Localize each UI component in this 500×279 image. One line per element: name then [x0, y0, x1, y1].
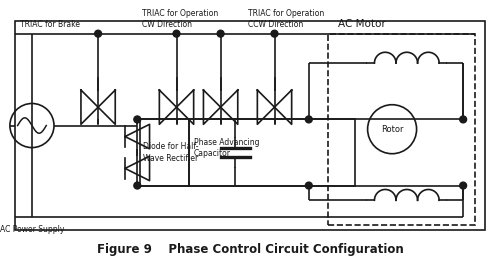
Bar [328, 34, 476, 225]
Circle shape [94, 30, 102, 37]
Circle shape [306, 182, 312, 189]
Circle shape [460, 182, 466, 189]
Text: TRIAC for Brake: TRIAC for Brake [20, 20, 80, 29]
Bar [140, 119, 189, 186]
Circle shape [217, 30, 224, 37]
Text: Rotor: Rotor [381, 125, 404, 134]
Text: Figure 9    Phase Control Circuit Configuration: Figure 9 Phase Control Circuit Configura… [96, 243, 404, 256]
Circle shape [460, 116, 466, 123]
Bar [15, 21, 485, 230]
Circle shape [306, 116, 312, 123]
Circle shape [134, 182, 140, 189]
Circle shape [134, 116, 140, 123]
Text: Diode for Half-
Wave Rectifier: Diode for Half- Wave Rectifier [143, 143, 199, 163]
Circle shape [271, 30, 278, 37]
Text: Phase Advancing
Capacitor: Phase Advancing Capacitor [194, 138, 259, 158]
Text: TRIAC for Operation
CCW Direction: TRIAC for Operation CCW Direction [248, 9, 324, 29]
Text: TRIAC for Operation
CW Direction: TRIAC for Operation CW Direction [142, 9, 218, 29]
Circle shape [173, 30, 180, 37]
Text: AC Motor: AC Motor [338, 19, 386, 29]
Text: AC Power Supply: AC Power Supply [0, 225, 64, 234]
Bar [189, 119, 356, 186]
